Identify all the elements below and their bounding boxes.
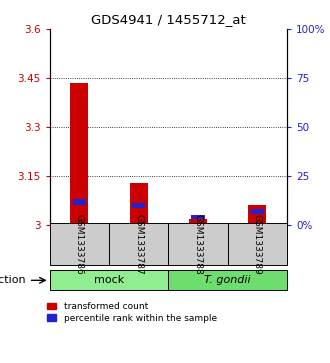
Bar bbox=[189, 219, 207, 225]
Bar bbox=[132, 203, 145, 208]
Bar bbox=[248, 205, 266, 225]
Bar bbox=[168, 270, 287, 290]
Text: GSM1333788: GSM1333788 bbox=[193, 214, 203, 274]
Text: GSM1333786: GSM1333786 bbox=[75, 214, 84, 274]
Text: GSM1333787: GSM1333787 bbox=[134, 214, 143, 274]
Bar bbox=[168, 223, 228, 265]
Bar bbox=[251, 209, 264, 214]
Bar bbox=[228, 223, 287, 265]
Text: GSM1333789: GSM1333789 bbox=[253, 214, 262, 274]
Title: GDS4941 / 1455712_at: GDS4941 / 1455712_at bbox=[91, 13, 246, 26]
Text: mock: mock bbox=[94, 275, 124, 285]
Legend: transformed count, percentile rank within the sample: transformed count, percentile rank withi… bbox=[48, 302, 217, 323]
Text: T. gondii: T. gondii bbox=[204, 275, 251, 285]
Bar bbox=[191, 215, 205, 219]
Bar bbox=[130, 183, 148, 225]
Bar bbox=[70, 83, 88, 225]
Text: infection: infection bbox=[0, 275, 26, 285]
Bar bbox=[50, 270, 168, 290]
Bar bbox=[73, 199, 86, 205]
Bar bbox=[50, 223, 109, 265]
Bar bbox=[109, 223, 168, 265]
